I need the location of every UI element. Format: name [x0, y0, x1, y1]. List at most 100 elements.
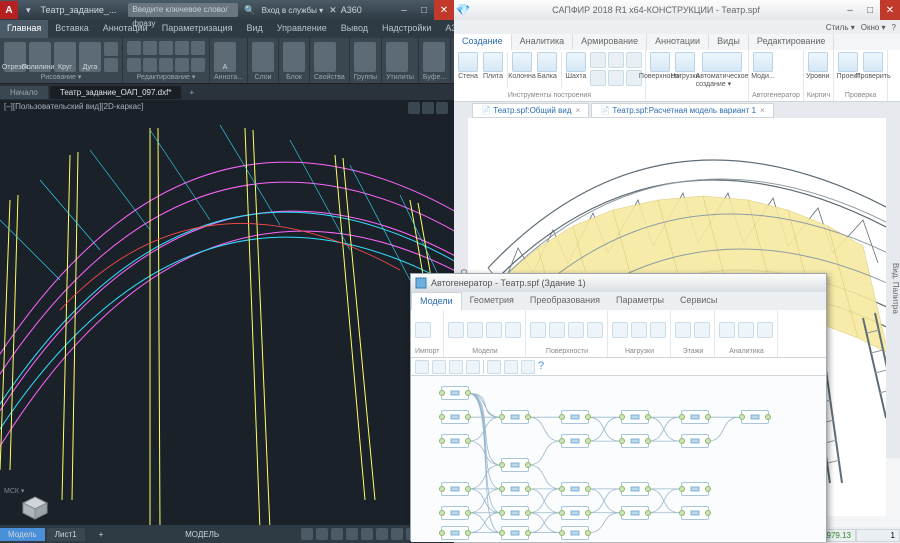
graph-node[interactable]: [621, 506, 649, 520]
graph-node[interactable]: [441, 386, 469, 400]
rtab-analytics[interactable]: Аналитика: [512, 34, 574, 50]
graph-node[interactable]: [501, 410, 529, 424]
window-menu[interactable]: Окно ▾: [861, 23, 886, 32]
ag-canvas[interactable]: [411, 376, 826, 542]
block-icon[interactable]: [283, 42, 305, 72]
sheet-tab[interactable]: Лист1: [47, 528, 85, 541]
graph-node[interactable]: [441, 410, 469, 424]
graph-node[interactable]: [501, 458, 529, 472]
ag-tab-param[interactable]: Параметры: [608, 292, 672, 310]
right-panel-tab[interactable]: Вид. Палитра: [886, 118, 900, 458]
graph-node[interactable]: [561, 482, 589, 496]
tab-manage[interactable]: Управление: [270, 20, 334, 38]
graph-node[interactable]: [441, 506, 469, 520]
loads-icon[interactable]: Нагрузки: [674, 52, 696, 80]
beam-icon[interactable]: Балка: [536, 52, 558, 80]
rtab-anno[interactable]: Аннотации: [647, 34, 709, 50]
help-icon[interactable]: ?: [538, 360, 552, 374]
layers-icon[interactable]: [252, 42, 274, 72]
tab-view[interactable]: Вид: [239, 20, 269, 38]
eye-icon[interactable]: [415, 360, 429, 374]
doctab-0[interactable]: 📄 Театр.spf:Общий вид×: [472, 103, 589, 118]
filetab-add[interactable]: +: [183, 86, 200, 99]
check-icon[interactable]: Проверить: [862, 52, 884, 80]
ag-tab-models[interactable]: Модели: [411, 292, 462, 310]
qat-icon[interactable]: ▾: [22, 5, 35, 16]
clip-icon[interactable]: [423, 42, 445, 72]
minimize-button[interactable]: –: [840, 0, 860, 20]
tab-insert[interactable]: Вставка: [48, 20, 95, 38]
graph-node[interactable]: [681, 482, 709, 496]
maximize-button[interactable]: □: [860, 0, 880, 20]
circle-icon[interactable]: Круг: [54, 42, 76, 72]
graph-node[interactable]: [621, 410, 649, 424]
graph-node[interactable]: [501, 482, 529, 496]
model-tab[interactable]: Модель: [0, 528, 45, 541]
close-button[interactable]: ✕: [880, 0, 900, 20]
tab-home[interactable]: Главная: [0, 20, 48, 38]
rtab-rebar[interactable]: Армирование: [573, 34, 647, 50]
close-button[interactable]: ✕: [434, 0, 454, 20]
tab-output[interactable]: Вывод: [334, 20, 375, 38]
tab-param[interactable]: Параметризация: [155, 20, 240, 38]
graph-node[interactable]: [501, 506, 529, 520]
maximize-button[interactable]: □: [414, 0, 434, 20]
acad-logo[interactable]: A: [0, 1, 18, 19]
move-icon[interactable]: [127, 41, 141, 55]
graph-node[interactable]: [561, 526, 589, 540]
ag-tab-trans[interactable]: Преобразования: [522, 292, 608, 310]
slab-icon[interactable]: Плита: [482, 52, 504, 80]
graph-node[interactable]: [621, 434, 649, 448]
style-menu[interactable]: Стиль ▾: [826, 23, 855, 32]
props-icon[interactable]: [314, 42, 336, 72]
tab-annotate[interactable]: Аннотации: [96, 20, 155, 38]
modes-icon[interactable]: Моди...: [752, 52, 774, 80]
ag-tab-geom[interactable]: Геометрия: [462, 292, 522, 310]
graph-node[interactable]: [561, 506, 589, 520]
ag-titlebar[interactable]: Автогенератор - Театр.spf (Здание 1): [411, 274, 826, 292]
surf-icon[interactable]: Поверхности: [649, 52, 671, 80]
acad-signin[interactable]: Вход в службы ▾: [262, 6, 324, 15]
graph-node[interactable]: [681, 434, 709, 448]
levels-icon[interactable]: Уровни: [807, 52, 829, 80]
graph-node[interactable]: [561, 410, 589, 424]
autogen-dialog[interactable]: Автогенератор - Театр.spf (Здание 1) Мод…: [410, 273, 827, 541]
exchange-icon[interactable]: ✕: [329, 5, 337, 16]
import-icon[interactable]: [415, 322, 431, 338]
acad-viewport[interactable]: [–][Пользовательский вид][2D-каркас]: [0, 100, 454, 525]
small-icon[interactable]: [104, 58, 118, 72]
small-icon[interactable]: [104, 42, 118, 56]
util-icon[interactable]: [386, 42, 408, 72]
shaft-icon[interactable]: Шахта: [565, 52, 587, 80]
viewcube-ctrl[interactable]: [408, 102, 448, 114]
search-icon[interactable]: 🔍: [244, 5, 255, 16]
column-icon[interactable]: Колонна: [511, 52, 533, 80]
graph-node[interactable]: [501, 526, 529, 540]
filetab-active[interactable]: Театр_задание_ОАП_097.dxf*: [50, 86, 182, 99]
graph-node[interactable]: [441, 526, 469, 540]
graph-node[interactable]: [441, 434, 469, 448]
tab-addins[interactable]: Надстройки: [375, 20, 438, 38]
minimize-button[interactable]: –: [394, 0, 414, 20]
view-label[interactable]: [–][Пользовательский вид][2D-каркас]: [4, 102, 143, 111]
graph-node[interactable]: [561, 434, 589, 448]
wcs-label[interactable]: МСК ▾: [4, 487, 24, 495]
ag-tab-serv[interactable]: Сервисы: [672, 292, 725, 310]
autocreate-icon[interactable]: Автоматическое создание ▾: [699, 52, 745, 88]
graph-node[interactable]: [681, 410, 709, 424]
text-icon[interactable]: A: [214, 42, 236, 72]
graph-node[interactable]: [681, 506, 709, 520]
wall-icon[interactable]: Стена: [457, 52, 479, 80]
viewcube-icon[interactable]: [20, 495, 50, 521]
graph-node[interactable]: [741, 410, 769, 424]
pline-icon[interactable]: Полилиния: [29, 42, 51, 72]
graph-node[interactable]: [621, 482, 649, 496]
rtab-edit[interactable]: Редактирование: [749, 34, 835, 50]
groups-icon[interactable]: [354, 42, 376, 72]
rtab-create[interactable]: Создание: [454, 34, 512, 50]
help-menu[interactable]: ?: [892, 23, 896, 32]
graph-node[interactable]: [441, 482, 469, 496]
rtab-views[interactable]: Виды: [709, 34, 749, 50]
arc-icon[interactable]: Дуга: [79, 42, 101, 72]
doctab-1[interactable]: 📄 Театр.spf:Расчетная модель вариант 1×: [591, 103, 774, 118]
